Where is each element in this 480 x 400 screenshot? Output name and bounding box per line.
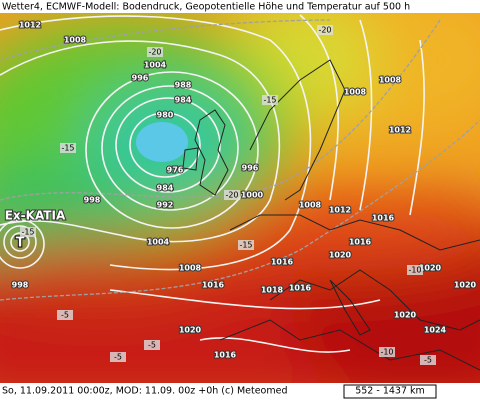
temperature-label-bg	[224, 190, 240, 200]
isobar-label: 1008	[179, 264, 202, 273]
isobar-label: 1000	[241, 191, 264, 200]
temperature-label-bg	[420, 355, 436, 365]
isobar-label: 996	[132, 74, 149, 83]
isobar-label: 976	[167, 166, 184, 175]
temperature-label: -10	[408, 266, 421, 275]
storm-name: Ex-KATIA	[5, 209, 66, 223]
isobar-label: 1020	[179, 326, 202, 335]
isobar-label: 988	[175, 81, 192, 90]
temperature-label: -5	[61, 311, 69, 320]
isobar-label: 1024	[424, 326, 447, 335]
isobar-label: 984	[157, 184, 174, 193]
header-bar	[0, 0, 480, 13]
temperature-label: -20	[318, 26, 331, 35]
temperature-label-bg	[238, 240, 254, 250]
isobar-label: 998	[12, 281, 29, 290]
isobar-label: 1020	[394, 311, 417, 320]
scale-box	[343, 384, 437, 399]
temperature-label: -15	[61, 144, 74, 153]
isobar-label: 998	[84, 196, 101, 205]
isobar-label: 1012	[389, 126, 411, 135]
title: Wetter4, ECMWF-Modell: Bodendruck, Geopo…	[2, 2, 410, 13]
temperature-label-bg	[20, 227, 36, 237]
isobars	[0, 14, 425, 353]
isobar-label: 1016	[372, 214, 395, 223]
isobar-label: 1008	[379, 76, 402, 85]
temperature-label-bg	[144, 340, 160, 350]
temperature-label: -10	[380, 348, 393, 357]
temperature-label-bg	[60, 143, 76, 153]
temperature-label: -5	[148, 341, 156, 350]
isobar-label: 1016	[202, 281, 225, 290]
temperature-label-bg	[57, 310, 73, 320]
isobar-label: 1020	[419, 264, 442, 273]
isobar-label: 992	[157, 201, 174, 210]
isobar-label: 1020	[454, 281, 477, 290]
isobar-label: 1016	[289, 284, 312, 293]
temperature-label: -5	[114, 353, 122, 362]
footer-text: So, 11.09.2011 00:00z, MOD: 11.09. 00z +…	[2, 386, 288, 397]
isobar-label: 1020	[329, 251, 352, 260]
temperature-label-bg	[407, 265, 423, 275]
isobar-label: 996	[242, 164, 259, 173]
temperature-label: -20	[225, 191, 238, 200]
isobar-label: 1016	[271, 258, 294, 267]
isobar-label: 1008	[299, 201, 322, 210]
storm-symbol: T	[16, 236, 25, 251]
temperature-label-bg	[379, 347, 395, 357]
isobar-label: 1004	[144, 61, 167, 70]
coastlines	[182, 59, 480, 371]
temperature-label-bg	[317, 25, 333, 35]
temperature-label: -15	[263, 96, 276, 105]
temperature-label: -15	[21, 228, 34, 237]
isobar-label: 1016	[214, 351, 237, 360]
scale-text: 552 - 1437 km	[355, 386, 425, 397]
temperature-label-bg	[110, 352, 126, 362]
temperature-label: -20	[148, 48, 161, 57]
temperature-label-bg	[147, 47, 163, 57]
isobar-label: 1008	[64, 36, 87, 45]
temperature-label-bg	[262, 95, 278, 105]
isobar-label: 1012	[19, 21, 41, 30]
isobar-label: 1016	[349, 238, 372, 247]
isobar-label: 1004	[147, 238, 170, 247]
isobar-label: 1018	[261, 286, 284, 295]
temperature-label: -15	[239, 241, 252, 250]
isobar-label: 980	[157, 111, 174, 120]
isobar-label: 1012	[329, 206, 351, 215]
temperature-label: -5	[424, 356, 432, 365]
geopotential	[0, 19, 480, 301]
isobar-label: 1008	[344, 88, 367, 97]
isobar-label: 984	[175, 96, 192, 105]
